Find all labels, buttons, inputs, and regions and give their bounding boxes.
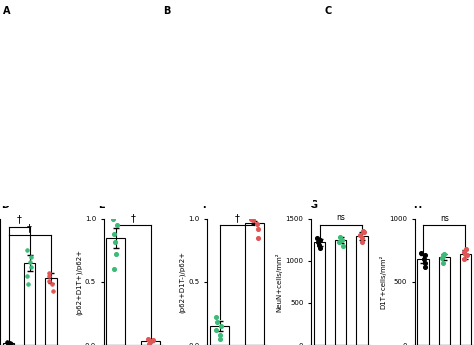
Point (110, 231, 118, 237)
Point (5, 340, 13, 345)
Text: †: † (131, 213, 136, 223)
Point (217, 332, 224, 338)
Point (358, 239, 366, 244)
Bar (460, 254, 471, 345)
Point (6, 341, 13, 345)
Text: F: F (202, 200, 209, 210)
Point (255, 226, 262, 232)
Point (360, 230, 368, 235)
Bar (210, 326, 229, 345)
Point (438, 255, 446, 261)
Text: †: † (27, 224, 32, 234)
Point (461, 251, 469, 256)
Y-axis label: (p62+D1T+)/p62+: (p62+D1T+)/p62+ (75, 249, 82, 315)
Point (213, 319, 221, 325)
Text: C: C (324, 6, 331, 16)
Point (24, 282, 32, 287)
Y-axis label: NeuN+cells/mm²: NeuN+cells/mm² (276, 252, 283, 312)
Point (7, 341, 15, 345)
Point (49, 288, 57, 294)
Bar (335, 240, 346, 345)
Point (358, 236, 366, 241)
Text: A: A (3, 6, 10, 16)
Point (145, 341, 153, 345)
Point (4, 342, 12, 345)
Bar (418, 259, 429, 345)
Point (421, 253, 429, 258)
Point (316, 242, 323, 248)
Point (440, 253, 447, 259)
Bar (245, 223, 264, 345)
Point (439, 260, 447, 266)
Point (336, 235, 344, 240)
Point (461, 249, 468, 255)
Y-axis label: D1T+cells/mm²: D1T+cells/mm² (379, 255, 386, 309)
Bar (24, 263, 36, 345)
Text: †: † (17, 215, 21, 225)
Text: G: G (309, 200, 317, 210)
Bar (356, 236, 368, 345)
Point (113, 223, 121, 228)
Bar (314, 243, 325, 345)
Bar (106, 238, 126, 345)
Point (420, 257, 428, 262)
Text: B: B (164, 6, 171, 16)
Point (440, 252, 447, 257)
Text: D: D (1, 200, 9, 210)
Point (27, 259, 34, 265)
Point (249, 217, 256, 223)
Point (317, 246, 324, 251)
Text: ns: ns (336, 213, 345, 222)
Point (3, 340, 10, 345)
Point (212, 315, 220, 320)
Point (314, 240, 321, 245)
Point (359, 228, 367, 234)
Point (149, 337, 157, 343)
Y-axis label: (p62+D1T-)/p62+: (p62+D1T-)/p62+ (179, 251, 186, 313)
Point (27, 254, 35, 259)
Point (356, 232, 364, 238)
Point (313, 236, 321, 241)
Point (146, 340, 154, 345)
Point (110, 267, 118, 272)
Point (23, 248, 31, 253)
Point (336, 240, 343, 245)
Point (146, 338, 154, 344)
Point (46, 273, 53, 278)
Text: E: E (99, 200, 105, 210)
Point (337, 237, 345, 243)
Point (212, 327, 219, 333)
Point (27, 264, 35, 269)
Point (253, 221, 261, 227)
Point (464, 253, 471, 258)
Bar (3, 343, 14, 345)
Point (216, 336, 224, 342)
Text: †: † (235, 213, 239, 223)
Bar (141, 341, 160, 345)
Bar (438, 257, 450, 345)
Point (418, 250, 425, 256)
Bar (45, 278, 56, 345)
Text: ns: ns (440, 214, 449, 223)
Point (112, 252, 120, 257)
Point (24, 273, 31, 278)
Point (247, 216, 255, 222)
Point (145, 336, 152, 342)
Point (422, 264, 429, 269)
Point (46, 270, 53, 276)
Point (316, 237, 323, 243)
Point (462, 246, 470, 252)
Point (109, 216, 117, 222)
Point (217, 323, 224, 329)
Point (46, 278, 53, 284)
Point (461, 257, 468, 262)
Point (421, 260, 429, 266)
Point (255, 235, 262, 240)
Point (339, 243, 346, 249)
Point (49, 282, 56, 287)
Point (111, 239, 119, 244)
Text: H: H (413, 200, 421, 210)
